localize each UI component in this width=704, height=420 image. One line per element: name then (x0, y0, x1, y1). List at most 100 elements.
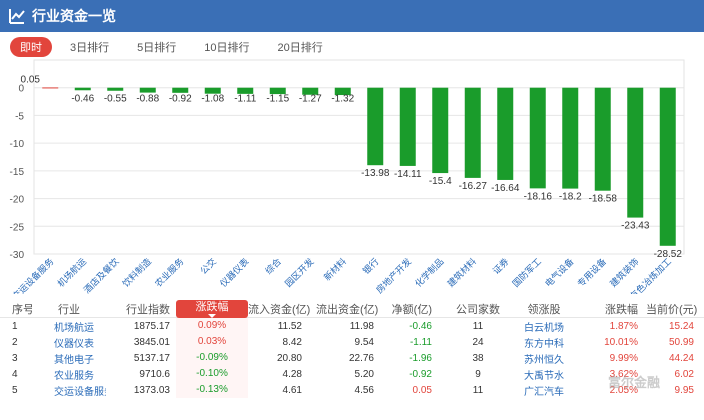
cell-net: -0.46 (409, 320, 432, 332)
cell-outflow: 22.76 (348, 352, 374, 364)
cell-inflow: 11.52 (277, 320, 302, 332)
bar (399, 87, 416, 166)
table-row[interactable]: 5 交运设备服务 1373.03 -0.13% 4.61 4.56 0.05 11 广汇汽车 2.… (0, 382, 704, 398)
cell-change: 0.03% (176, 334, 248, 350)
x-tick-label: 饮料制造 (120, 256, 153, 289)
col-header-stock-change[interactable]: 涨跌幅 (605, 303, 638, 316)
data-label: -1.08 (201, 94, 224, 105)
col-header-outflow[interactable]: 流出资金(亿) (316, 303, 379, 316)
window-header: 行业资金一览 (0, 0, 704, 32)
data-label: -15.4 (429, 176, 452, 187)
col-header-industry[interactable]: 行业 (58, 303, 80, 316)
bar (594, 87, 611, 191)
tab-realtime[interactable]: 即时 (10, 37, 52, 57)
bar (172, 87, 189, 93)
cell-net: 0.05 (412, 384, 432, 396)
cell-index: 1 (12, 320, 18, 332)
col-header-net[interactable]: 净额(亿) (391, 303, 432, 316)
x-tick-label: 证券 (490, 256, 511, 277)
data-label: -13.98 (361, 168, 390, 179)
table-header: 序号 行业 行业指数 涨跌幅 流入资金(亿) 流出资金(亿) 净额(亿) 公司家… (0, 299, 704, 318)
cell-outflow: 5.20 (354, 368, 374, 380)
cell-industry[interactable]: 农业服务 (54, 370, 94, 382)
industry-fund-chart: 0 -5 -10 -15 -20 -25 -30 0.05 交运设备服务 -0.46 机场航运 -0.… (0, 56, 704, 302)
bar (42, 87, 59, 89)
cell-index: 3 (12, 352, 18, 364)
cell-leading-stock[interactable]: 东方中科 (524, 338, 564, 350)
cell-index-value: 3845.01 (133, 336, 170, 348)
cell-inflow: 4.61 (282, 384, 302, 396)
cell-net: -0.92 (409, 368, 432, 380)
col-header-price[interactable]: 当前价(元) (646, 303, 698, 316)
tab-10day[interactable]: 10日排行 (204, 42, 250, 54)
table-row[interactable]: 2 仪器仪表 3845.01 0.03% 8.42 9.54 -1.11 24 东方中科 10.0… (0, 334, 704, 350)
cell-net: -1.11 (409, 336, 432, 348)
tab-3day[interactable]: 3日排行 (70, 42, 110, 54)
data-label: -14.11 (394, 169, 422, 180)
cell-stock-change: 3.62% (609, 368, 638, 380)
cell-price: 15.24 (668, 320, 694, 332)
cell-change: -0.09% (176, 350, 248, 366)
tab-20day[interactable]: 20日排行 (277, 42, 323, 54)
data-label: -23.43 (621, 221, 650, 232)
data-label: -28.52 (654, 249, 683, 260)
cell-industry[interactable]: 仪器仪表 (54, 338, 94, 350)
cell-industry[interactable]: 交运设备服务 (54, 386, 106, 398)
cell-leading-stock[interactable]: 苏州恒久 (524, 354, 564, 366)
cell-index-value: 9710.6 (139, 368, 170, 380)
cell-leading-stock[interactable]: 白云机场 (524, 322, 564, 334)
x-tick-label: 国防军工 (510, 256, 543, 289)
cell-index-value: 1875.17 (133, 320, 170, 332)
data-label: -0.46 (71, 94, 94, 105)
col-header-change-label: 涨跌幅 (195, 300, 229, 313)
col-header-inflow[interactable]: 流入资金(亿) (248, 303, 311, 316)
y-tick-label: 0 (18, 84, 24, 95)
cell-stock-change: 10.01% (604, 336, 638, 348)
cell-index-value: 1373.03 (133, 384, 170, 396)
col-header-index-value[interactable]: 行业指数 (126, 303, 170, 316)
x-tick-label: 建筑材料 (445, 256, 478, 289)
watermark-logo: 富尔金融 (607, 375, 660, 390)
table-row[interactable]: 4 农业服务 9710.6 -0.10% 4.28 5.20 -0.92 9 大禹节水 3.62%… (0, 366, 704, 382)
y-tick-label: -25 (10, 222, 25, 233)
cell-price: 44.24 (668, 352, 694, 364)
cell-industry[interactable]: 其他电子 (54, 354, 94, 366)
cell-industry[interactable]: 机场航运 (54, 322, 94, 334)
data-label: -18.58 (589, 194, 618, 205)
cell-company-count: 9 (475, 368, 481, 380)
cell-leading-stock[interactable]: 广汇汽车 (524, 386, 564, 398)
cell-index: 5 (12, 384, 18, 396)
data-label: -0.88 (136, 94, 159, 105)
bar-chart-svg: 0 -5 -10 -15 -20 -25 -30 0.05 交运设备服务 -0.46 机场航运 -0.… (10, 59, 685, 302)
bar (659, 87, 676, 246)
bar (432, 87, 449, 174)
x-tick-label: 综合 (263, 256, 284, 277)
cell-outflow: 4.56 (354, 384, 374, 396)
table-row[interactable]: 1 机场航运 1875.17 0.09% 11.52 11.98 -0.46 11 白云机场 1.… (0, 318, 704, 334)
bar (497, 87, 514, 180)
y-tick-label: -10 (10, 139, 25, 150)
tab-5day[interactable]: 5日排行 (137, 42, 177, 54)
cell-index-value: 5137.17 (133, 352, 170, 364)
table-row[interactable]: 3 其他电子 5137.17 -0.09% 20.80 22.76 -1.96 38 苏州恒久 9… (0, 350, 704, 366)
col-header-company-count[interactable]: 公司家数 (456, 303, 500, 316)
sort-down-icon (208, 313, 216, 318)
cell-leading-stock[interactable]: 大禹节水 (524, 370, 564, 382)
x-tick-label: 专用设备 (575, 256, 608, 289)
bar (302, 87, 319, 95)
cell-index: 4 (12, 368, 18, 380)
data-label: -1.32 (331, 94, 354, 105)
col-header-index: 序号 (12, 303, 32, 316)
cell-net: -1.96 (409, 352, 432, 364)
bar (237, 87, 254, 94)
y-tick-label: -5 (15, 111, 24, 122)
col-header-change-sorted[interactable]: 涨跌幅 (176, 299, 248, 318)
x-tick-label: 机场航运 (55, 256, 88, 289)
x-tick-label: 园区开发 (282, 256, 315, 289)
cell-stock-change: 1.87% (609, 320, 638, 332)
page-title: 行业资金一览 (32, 8, 116, 24)
x-tick-label: 新材料 (321, 256, 348, 283)
chart-icon (9, 9, 25, 24)
x-tick-label: 公交 (198, 256, 219, 277)
bar (107, 87, 124, 91)
